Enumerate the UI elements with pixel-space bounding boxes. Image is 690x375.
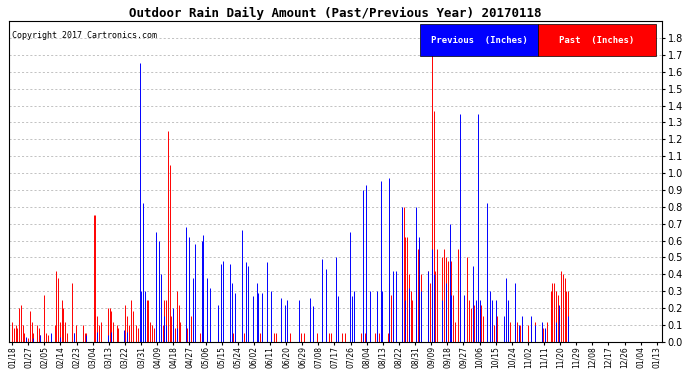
FancyBboxPatch shape [538, 24, 656, 57]
FancyBboxPatch shape [420, 24, 538, 57]
Text: Previous  (Inches): Previous (Inches) [431, 36, 527, 45]
Text: Copyright 2017 Cartronics.com: Copyright 2017 Cartronics.com [12, 31, 157, 40]
Text: Past  (Inches): Past (Inches) [559, 36, 634, 45]
Title: Outdoor Rain Daily Amount (Past/Previous Year) 20170118: Outdoor Rain Daily Amount (Past/Previous… [129, 7, 542, 20]
